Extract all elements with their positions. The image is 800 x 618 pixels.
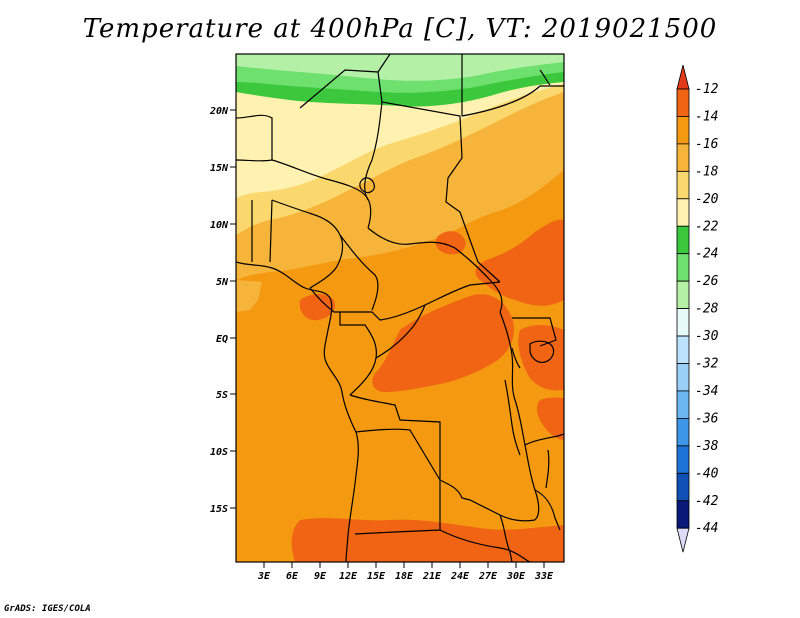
lat-label: 10N xyxy=(210,220,229,231)
colorbar-label: -24 xyxy=(695,247,718,262)
colorbar-segment xyxy=(676,445,690,474)
border-tanzania xyxy=(524,433,564,446)
colorbar-top-arrow xyxy=(676,64,690,90)
lake-victoria xyxy=(529,340,555,363)
lon-label: 3E xyxy=(257,571,271,582)
temperature-field xyxy=(236,54,564,562)
lat-label: 15N xyxy=(210,163,229,174)
border-drc-east xyxy=(499,311,540,521)
colorbar-label: -42 xyxy=(695,494,719,509)
colorbar-label: -30 xyxy=(695,329,719,344)
colorbar-segment xyxy=(676,335,690,364)
border-car xyxy=(367,227,503,313)
border-cameroon xyxy=(309,281,501,321)
lon-label: 27E xyxy=(478,571,498,582)
colorbar-segment xyxy=(676,308,690,337)
border-mozambique xyxy=(499,514,513,562)
colorbar-label: -14 xyxy=(695,109,718,124)
border-north-1 xyxy=(236,114,273,162)
field-band-pale-green xyxy=(236,54,564,81)
lat-label: 5N xyxy=(216,277,229,288)
colorbar-segment xyxy=(676,363,690,392)
lon-label: 18E xyxy=(395,571,414,582)
map-title: Temperature at 400hPa [C], VT: 201902150… xyxy=(82,14,718,44)
colorbar-segment xyxy=(676,390,690,419)
colorbar-segment xyxy=(676,225,690,255)
lon-axis xyxy=(263,562,545,568)
border-chad-west xyxy=(271,159,372,229)
colorbar-segment xyxy=(676,500,690,529)
colorbar: -12 -14 -16 -18 -20 -22 -24 -26 -28 -30 -32 -34 -36 -… xyxy=(676,64,719,553)
lon-labels: 3E 6E 9E 12E 15E 18E 21E 24E 27E 30E 33E xyxy=(257,571,554,582)
lat-labels: 20N 15N 10N 5N EQ 5S 10S 15S xyxy=(209,106,229,515)
lon-label: 9E xyxy=(314,571,327,582)
field-patch-warm-south xyxy=(291,518,564,562)
colorbar-segment xyxy=(676,253,690,282)
colorbar-bottom-arrow xyxy=(676,527,690,553)
border-zambia xyxy=(439,529,531,562)
field-patch-warm-congo xyxy=(372,294,515,392)
colorbar-label: -32 xyxy=(695,357,719,372)
colorbar-label: -34 xyxy=(695,384,718,399)
border-malawi xyxy=(534,489,561,531)
lat-label: EQ xyxy=(216,334,228,345)
lat-axis xyxy=(230,109,236,509)
colorbar-segment xyxy=(676,198,690,227)
lat-label: 15S xyxy=(210,504,228,515)
field-patch-warm-north xyxy=(435,231,466,255)
lat-label: 5S xyxy=(216,390,228,401)
lon-label: 33E xyxy=(534,571,554,582)
colorbar-label: -20 xyxy=(695,192,719,207)
field-patch-light-orange-west xyxy=(236,280,262,312)
red-sea-coast xyxy=(539,69,551,86)
country-borders xyxy=(236,54,564,562)
lon-label: 21E xyxy=(422,571,442,582)
colorbar-segment xyxy=(676,417,690,447)
colorbar-label: -28 xyxy=(695,302,719,317)
lake-chad xyxy=(359,177,375,194)
colorbar-segment xyxy=(676,280,690,309)
colorbar-label: -16 xyxy=(695,137,719,152)
colorbar-label: -38 xyxy=(695,439,719,454)
map-frame xyxy=(235,53,565,563)
colorbar-segment xyxy=(676,472,690,502)
border-angola xyxy=(354,428,441,535)
colorbar-label: -40 xyxy=(695,466,719,481)
lon-label: 30E xyxy=(506,571,526,582)
field-patch-warm-east xyxy=(475,219,564,306)
lake-malawi xyxy=(545,449,550,489)
border-car-south xyxy=(339,234,379,311)
field-patch-warm-southeast xyxy=(537,397,564,440)
colorbar-label: -18 xyxy=(695,164,719,179)
field-patch-warm-gulf xyxy=(299,294,336,321)
border-egypt xyxy=(461,85,564,117)
colorbar-label: -12 xyxy=(695,82,719,97)
credit-text: GrADS: IGES/COLA xyxy=(4,604,91,614)
lon-label: 15E xyxy=(367,571,386,582)
colorbar-segment xyxy=(676,170,690,200)
colorbar-segment xyxy=(676,116,690,145)
lat-label: 10S xyxy=(210,447,228,458)
colorbar-segment xyxy=(676,143,690,172)
lake-albert xyxy=(511,347,521,369)
border-drc-west xyxy=(375,304,426,359)
colorbar-label: -22 xyxy=(695,219,719,234)
border-chad-east xyxy=(364,101,383,201)
colorbar-label: -44 xyxy=(695,521,718,536)
lake-tanganyika xyxy=(504,379,521,456)
border-north-3 xyxy=(377,54,391,73)
lon-label: 24E xyxy=(450,571,470,582)
border-drc-south xyxy=(349,394,536,522)
colorbar-label: -26 xyxy=(695,274,719,289)
lon-label: 6E xyxy=(286,571,299,582)
lon-label: 12E xyxy=(339,571,358,582)
coastline xyxy=(236,261,359,562)
colorbar-label: -36 xyxy=(695,411,719,426)
border-north-2 xyxy=(299,69,501,283)
border-benin xyxy=(269,199,273,263)
colorbar-segment xyxy=(676,88,690,117)
lat-label: 20N xyxy=(209,106,229,117)
